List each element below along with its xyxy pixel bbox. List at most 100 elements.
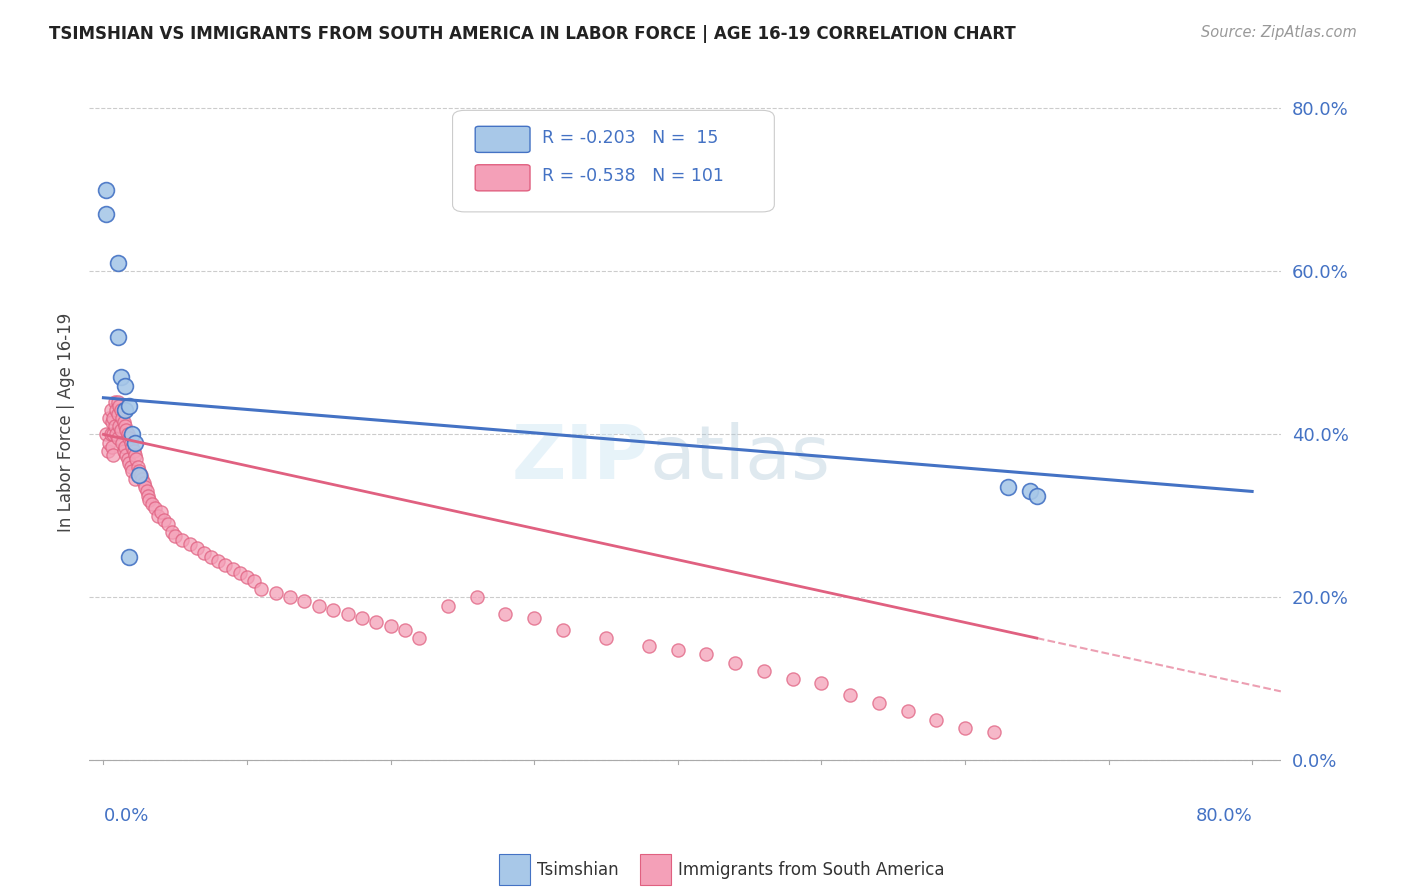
Point	[121, 464, 143, 478]
Point	[278, 591, 301, 605]
Point	[118, 549, 141, 564]
Text: Source: ZipAtlas.com: Source: ZipAtlas.com	[1201, 25, 1357, 40]
Text: TSIMSHIAN VS IMMIGRANTS FROM SOUTH AMERICA IN LABOR FORCE | AGE 16-19 CORRELATIO: TSIMSHIAN VS IMMIGRANTS FROM SOUTH AMERI…	[49, 25, 1017, 43]
Point	[157, 516, 180, 531]
Point	[107, 256, 129, 270]
Point	[214, 558, 236, 572]
Point	[121, 440, 143, 454]
Point	[1025, 489, 1047, 503]
Point	[108, 399, 131, 413]
Point	[138, 492, 160, 507]
Point	[128, 464, 150, 478]
FancyBboxPatch shape	[475, 127, 530, 153]
Point	[264, 586, 287, 600]
Point	[134, 480, 156, 494]
Point	[103, 427, 125, 442]
Point	[118, 399, 141, 413]
Point	[193, 545, 215, 559]
Point	[107, 432, 129, 446]
Point	[110, 423, 132, 437]
Point	[110, 403, 132, 417]
FancyBboxPatch shape	[453, 111, 775, 212]
Point	[953, 721, 976, 735]
Point	[124, 448, 146, 462]
Point	[98, 435, 121, 450]
Point	[983, 724, 1005, 739]
Text: R = -0.538   N = 101: R = -0.538 N = 101	[541, 167, 724, 185]
Point	[129, 468, 152, 483]
Point	[782, 672, 804, 686]
Point	[124, 472, 146, 486]
Point	[172, 533, 194, 548]
Point	[868, 696, 890, 710]
Text: atlas: atlas	[650, 422, 830, 495]
Point	[165, 529, 187, 543]
Point	[101, 440, 124, 454]
Point	[104, 419, 127, 434]
Point	[111, 435, 134, 450]
Point	[110, 370, 132, 384]
Point	[495, 607, 517, 621]
Point	[136, 489, 159, 503]
Point	[122, 443, 145, 458]
Point	[366, 615, 388, 629]
Point	[925, 713, 948, 727]
Point	[118, 456, 141, 470]
Point	[322, 602, 344, 616]
Point	[243, 574, 266, 588]
Point	[394, 623, 416, 637]
Point	[118, 432, 141, 446]
Point	[104, 394, 127, 409]
Point	[162, 525, 184, 540]
Point	[103, 411, 125, 425]
Point	[350, 611, 373, 625]
Point	[179, 537, 201, 551]
Point	[200, 549, 222, 564]
FancyBboxPatch shape	[475, 165, 530, 191]
Point	[105, 427, 128, 442]
Point	[465, 591, 488, 605]
Point	[810, 676, 832, 690]
Point	[111, 411, 134, 425]
Point	[724, 656, 747, 670]
Point	[121, 427, 143, 442]
Point	[221, 562, 243, 576]
Point	[98, 411, 121, 425]
Point	[96, 427, 118, 442]
Point	[112, 443, 135, 458]
Point	[114, 378, 136, 392]
Point	[101, 415, 124, 429]
Point	[125, 451, 148, 466]
Point	[236, 570, 259, 584]
Point	[143, 500, 166, 515]
Y-axis label: In Labor Force | Age 16-19: In Labor Force | Age 16-19	[58, 312, 75, 532]
Point	[695, 648, 717, 662]
Text: Immigrants from South America: Immigrants from South America	[678, 861, 945, 879]
Point	[128, 468, 150, 483]
Point	[114, 440, 136, 454]
Point	[294, 594, 316, 608]
Point	[752, 664, 775, 678]
Point	[108, 419, 131, 434]
Point	[408, 631, 430, 645]
Point	[117, 451, 139, 466]
Point	[103, 448, 125, 462]
Point	[107, 394, 129, 409]
Point	[115, 423, 138, 437]
Point	[124, 435, 146, 450]
Point	[380, 619, 402, 633]
Point	[100, 403, 122, 417]
Point	[114, 403, 136, 417]
Point	[117, 427, 139, 442]
Point	[207, 554, 229, 568]
Point	[132, 476, 155, 491]
Text: R = -0.203   N =  15: R = -0.203 N = 15	[541, 129, 718, 147]
Point	[997, 480, 1019, 494]
Point	[666, 643, 689, 657]
Point	[96, 183, 118, 197]
Point	[100, 427, 122, 442]
Point	[229, 566, 252, 580]
Point	[250, 582, 273, 597]
Point	[135, 484, 157, 499]
Point	[131, 472, 153, 486]
